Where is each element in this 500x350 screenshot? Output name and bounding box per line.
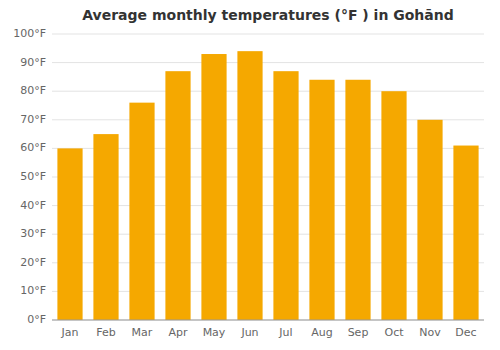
bar xyxy=(201,54,226,320)
y-axis: 0°F 10°F 20°F 30°F 40°F 50°F 60°F 70°F 80°F 90°F 1… xyxy=(13,27,46,326)
y-tick-label: 100°F xyxy=(13,27,46,40)
y-tick-label: 90°F xyxy=(20,56,46,69)
bar xyxy=(417,120,442,320)
y-tick-label: 0°F xyxy=(27,313,46,326)
x-axis-line xyxy=(52,320,484,321)
x-tick-label: Dec xyxy=(455,326,476,339)
bar xyxy=(453,146,478,320)
x-tick-label: Nov xyxy=(419,326,441,339)
y-tick-label: 20°F xyxy=(20,256,46,269)
x-tick-label: Aug xyxy=(311,326,332,339)
grid-line xyxy=(52,320,484,321)
y-tick-label: 50°F xyxy=(20,170,46,183)
bar xyxy=(345,80,370,320)
x-tick-label: Oct xyxy=(384,326,404,339)
x-tick-label: Mar xyxy=(132,326,153,339)
grid-line xyxy=(52,91,484,92)
y-tick-label: 70°F xyxy=(20,113,46,126)
y-tick-label: 80°F xyxy=(20,84,46,97)
bar xyxy=(237,51,262,320)
chart-title: Average monthly temperatures (°F ) in Go… xyxy=(82,7,454,23)
bar xyxy=(309,80,334,320)
y-grid xyxy=(52,34,484,320)
x-tick-label: Sep xyxy=(348,326,369,339)
bar xyxy=(165,71,190,320)
bar xyxy=(129,103,154,320)
grid-line xyxy=(52,34,484,35)
x-tick-label: Jun xyxy=(240,326,258,339)
x-axis: Jan Feb Mar Apr May Jun Jul Aug Sep Oct Nov Dec xyxy=(52,320,484,339)
chart-container: Average monthly temperatures (°F ) in Go… xyxy=(0,0,500,350)
x-tick-label: Jan xyxy=(61,326,79,339)
x-tick-label: Feb xyxy=(96,326,115,339)
x-tick-label: Jul xyxy=(278,326,292,339)
bar xyxy=(381,91,406,320)
x-tick-label: May xyxy=(203,326,226,339)
y-tick-label: 10°F xyxy=(20,284,46,297)
bar xyxy=(273,71,298,320)
y-tick-label: 40°F xyxy=(20,199,46,212)
bar xyxy=(93,134,118,320)
chart: Average monthly temperatures (°F ) in Go… xyxy=(0,0,500,350)
bar xyxy=(57,148,82,320)
y-tick-label: 60°F xyxy=(20,141,46,154)
bars xyxy=(57,51,478,320)
y-tick-label: 30°F xyxy=(20,227,46,240)
x-tick-label: Apr xyxy=(168,326,188,339)
grid-line xyxy=(52,62,484,63)
